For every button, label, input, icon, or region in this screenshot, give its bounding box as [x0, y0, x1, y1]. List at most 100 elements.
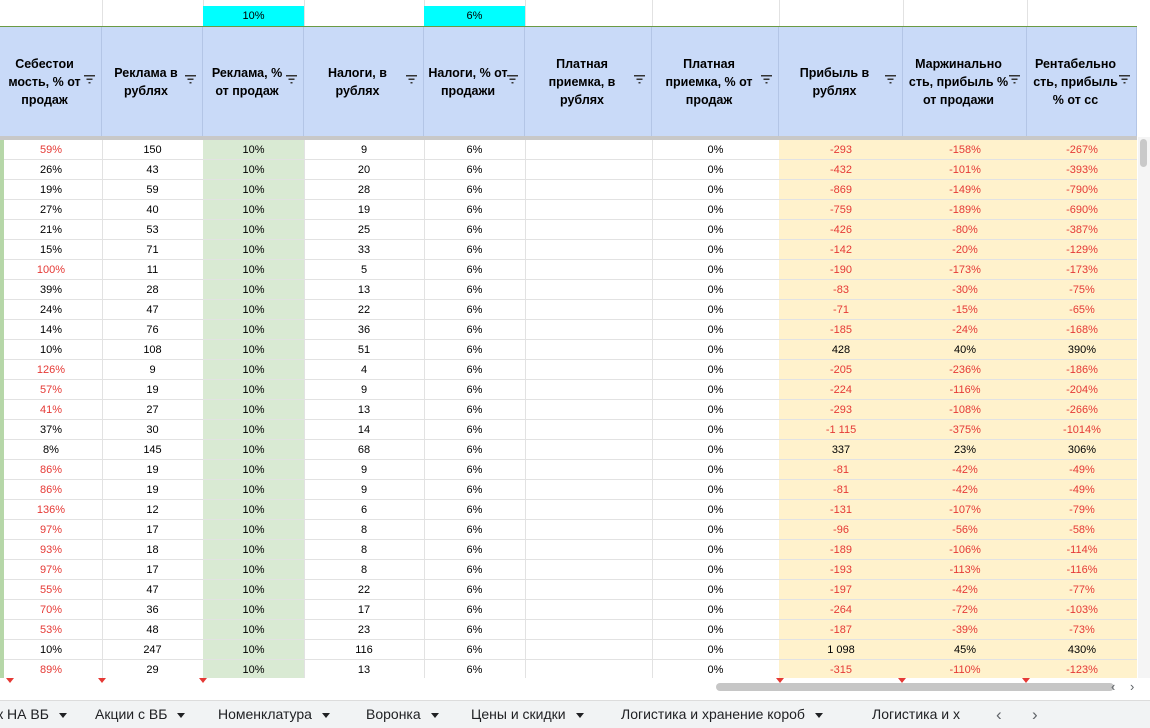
table-cell[interactable]: 19 — [102, 480, 203, 500]
table-cell[interactable]: 136% — [0, 500, 102, 520]
table-cell[interactable]: 0% — [652, 380, 779, 400]
table-cell[interactable]: 86% — [0, 480, 102, 500]
filter-icon[interactable] — [185, 75, 196, 84]
table-cell[interactable] — [525, 200, 652, 220]
table-cell[interactable]: -42% — [903, 460, 1027, 480]
table-cell[interactable]: -116% — [903, 380, 1027, 400]
table-cell[interactable]: -197 — [779, 580, 903, 600]
table-cell[interactable]: -869 — [779, 180, 903, 200]
table-cell[interactable]: 0% — [652, 660, 779, 678]
filter-icon[interactable] — [286, 75, 297, 84]
table-cell[interactable]: 6% — [424, 580, 525, 600]
filter-icon[interactable] — [507, 75, 518, 84]
table-cell[interactable]: 6% — [424, 320, 525, 340]
table-cell[interactable]: -1014% — [1027, 420, 1137, 440]
table-cell[interactable]: 68 — [304, 440, 424, 460]
table-cell[interactable]: 5 — [304, 260, 424, 280]
table-cell[interactable]: 97% — [0, 520, 102, 540]
table-cell[interactable]: 10% — [203, 540, 304, 560]
table-cell[interactable]: -15% — [903, 300, 1027, 320]
table-cell[interactable]: -759 — [779, 200, 903, 220]
column-header[interactable]: Налоги, в рублях — [304, 27, 424, 136]
table-cell[interactable]: 10% — [203, 640, 304, 660]
filter-icon[interactable] — [634, 75, 645, 84]
table-cell[interactable]: -387% — [1027, 220, 1137, 240]
frozen-row-divider[interactable] — [0, 136, 1137, 140]
table-cell[interactable] — [525, 160, 652, 180]
chevron-right-icon[interactable]: › — [1032, 705, 1038, 724]
table-cell[interactable]: 19 — [304, 200, 424, 220]
table-cell[interactable]: 247 — [102, 640, 203, 660]
horizontal-scrollbar-thumb[interactable] — [716, 683, 1114, 691]
table-cell[interactable]: 8% — [0, 440, 102, 460]
table-cell[interactable]: 20 — [304, 160, 424, 180]
table-cell[interactable]: 10% — [203, 660, 304, 678]
table-cell[interactable]: 12 — [102, 500, 203, 520]
sheet-tab[interactable]: Номенклатура — [218, 701, 330, 728]
table-cell[interactable]: 36 — [304, 320, 424, 340]
table-cell[interactable] — [525, 560, 652, 580]
sheet-tab[interactable]: Цены и скидки — [471, 701, 584, 728]
table-cell[interactable]: 6% — [424, 360, 525, 380]
table-cell[interactable] — [525, 220, 652, 240]
table-cell[interactable]: -24% — [903, 320, 1027, 340]
table-cell[interactable]: -73% — [1027, 620, 1137, 640]
table-cell[interactable]: -185 — [779, 320, 903, 340]
table-cell[interactable]: -30% — [903, 280, 1027, 300]
table-cell[interactable]: 126% — [0, 360, 102, 380]
table-cell[interactable]: 55% — [0, 580, 102, 600]
dropdown-caret-icon[interactable] — [58, 712, 67, 718]
table-cell[interactable]: -173% — [1027, 260, 1137, 280]
table-cell[interactable]: 9 — [304, 380, 424, 400]
filter-icon[interactable] — [84, 75, 95, 84]
table-cell[interactable]: 10% — [0, 640, 102, 660]
table-cell[interactable]: 17 — [304, 600, 424, 620]
table-cell[interactable]: 10% — [203, 140, 304, 160]
table-cell[interactable]: 10% — [203, 260, 304, 280]
horizontal-scrollbar[interactable] — [700, 680, 1138, 694]
table-cell[interactable]: 27 — [102, 400, 203, 420]
chevron-left-icon[interactable]: ‹ — [996, 705, 1002, 724]
table-cell[interactable]: 0% — [652, 300, 779, 320]
table-cell[interactable]: 428 — [779, 340, 903, 360]
table-cell[interactable]: 10% — [203, 560, 304, 580]
table-cell[interactable]: -142 — [779, 240, 903, 260]
column-header[interactable]: Рентабельно сть, прибыль % от сс — [1027, 27, 1137, 136]
table-cell[interactable]: 0% — [652, 480, 779, 500]
table-cell[interactable]: 10% — [203, 620, 304, 640]
table-cell[interactable]: -42% — [903, 580, 1027, 600]
table-cell[interactable]: -49% — [1027, 480, 1137, 500]
table-cell[interactable]: 29 — [102, 660, 203, 678]
table-cell[interactable]: 6% — [424, 240, 525, 260]
table-cell[interactable]: 59% — [0, 140, 102, 160]
table-cell[interactable]: -65% — [1027, 300, 1137, 320]
table-cell[interactable]: 6% — [424, 520, 525, 540]
table-cell[interactable]: 10% — [203, 440, 304, 460]
table-cell[interactable]: -49% — [1027, 460, 1137, 480]
table-cell[interactable]: -110% — [903, 660, 1027, 678]
column-header[interactable]: Прибыль в рублях — [779, 27, 903, 136]
table-cell[interactable]: -79% — [1027, 500, 1137, 520]
table-cell[interactable]: -205 — [779, 360, 903, 380]
table-cell[interactable]: 36 — [102, 600, 203, 620]
table-cell[interactable]: 30 — [102, 420, 203, 440]
table-cell[interactable]: 10% — [0, 340, 102, 360]
table-cell[interactable]: -131 — [779, 500, 903, 520]
table-cell[interactable]: 0% — [652, 360, 779, 380]
table-cell[interactable]: -168% — [1027, 320, 1137, 340]
table-cell[interactable]: 10% — [203, 360, 304, 380]
table-cell[interactable]: 47 — [102, 300, 203, 320]
table-cell[interactable]: 18 — [102, 540, 203, 560]
table-cell[interactable]: 6% — [424, 220, 525, 240]
table-cell[interactable]: 6% — [424, 500, 525, 520]
table-cell[interactable]: -107% — [903, 500, 1027, 520]
table-cell[interactable]: -96 — [779, 520, 903, 540]
table-cell[interactable]: -114% — [1027, 540, 1137, 560]
filter-icon[interactable] — [885, 75, 896, 84]
vertical-scrollbar[interactable] — [1138, 137, 1150, 678]
table-cell[interactable]: 6% — [424, 460, 525, 480]
table-cell[interactable]: 10% — [203, 300, 304, 320]
table-cell[interactable]: 59 — [102, 180, 203, 200]
table-cell[interactable]: -375% — [903, 420, 1027, 440]
table-cell[interactable] — [525, 660, 652, 678]
